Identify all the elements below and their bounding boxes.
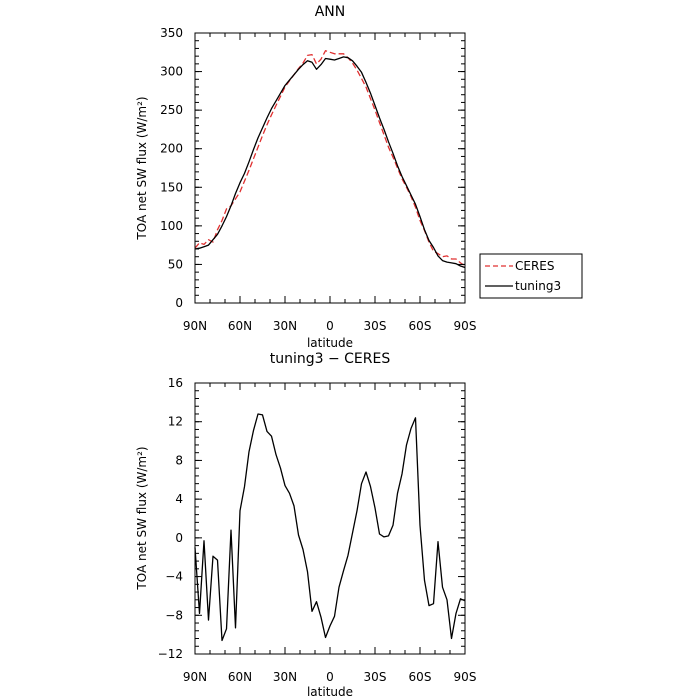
flux-y-tick-label: 300	[160, 65, 183, 79]
flux-y-tick-label: 350	[160, 26, 183, 40]
flux-axes: 90N 60N 30N 0 30S 60S 90S 0 50 100 150 200 250 300 350	[160, 26, 476, 333]
difference-series-line-0	[194, 413, 466, 642]
legend-label-tuning3: tuning3	[515, 279, 561, 293]
difference-y-tick-label: 0	[175, 531, 183, 545]
flux-x-tick-label: 0	[326, 319, 334, 333]
difference-x-tick-label: 0	[326, 670, 334, 684]
difference-x-axis-label: latitude	[307, 685, 353, 699]
difference-y-tick-label: 16	[168, 376, 183, 390]
difference-y-tick-label: 12	[168, 415, 183, 429]
flux-y-tick-label: 50	[168, 257, 183, 271]
difference-chart-title: tuning3 − CERES	[270, 351, 391, 367]
flux-y-tick-label: 150	[160, 180, 183, 194]
flux-plot-frame	[194, 32, 466, 304]
flux-series-lines	[194, 50, 466, 269]
flux-y-tick-label: 0	[175, 296, 183, 310]
difference-x-tick-label: 90N	[183, 670, 207, 684]
difference-y-tick-label: −4	[165, 570, 183, 584]
flux-chart-title: ANN	[315, 4, 346, 20]
legend-box	[479, 253, 583, 299]
flux-x-tick-label: 30S	[364, 319, 387, 333]
difference-y-tick-label: 4	[175, 492, 183, 506]
flux-y-tick-label: 100	[160, 219, 183, 233]
difference-axes: 90N 60N 30N 0 30S 60S 90S −12 −8 −4 0 4 8 12 16	[158, 376, 477, 684]
difference-panel: tuning3 − CERES 90N 60N 30N 0 30S 60S 90S −12 −8…	[135, 351, 476, 699]
flux-x-tick-label: 90N	[183, 319, 207, 333]
difference-x-tick-label: 60N	[228, 670, 252, 684]
legend-label-ceres: CERES	[515, 259, 555, 273]
flux-x-tick-label: 60N	[228, 319, 252, 333]
flux-x-tick-label: 30N	[273, 319, 297, 333]
difference-y-tick-label: −8	[165, 608, 183, 622]
flux-y-axis-label: TOA net SW flux (W/m²)	[135, 96, 149, 240]
flux-y-tick-label: 250	[160, 103, 183, 117]
difference-x-tick-label: 30S	[364, 670, 387, 684]
difference-y-tick-label: 8	[175, 453, 183, 467]
difference-x-tick-label: 60S	[409, 670, 432, 684]
flux-series-tuning3	[194, 56, 466, 269]
difference-x-tick-label: 30N	[273, 670, 297, 684]
flux-x-tick-label: 90S	[454, 319, 477, 333]
difference-series-lines	[194, 413, 466, 642]
legend: CERES tuning3	[479, 253, 583, 299]
flux-x-axis-label: latitude	[307, 336, 353, 350]
flux-x-tick-label: 60S	[409, 319, 432, 333]
difference-x-tick-label: 90S	[454, 670, 477, 684]
flux-y-tick-label: 200	[160, 142, 183, 156]
flux-panel: ANN 90N 60N 30N 0 30S 60S 90S 0 50 100 150 200 250 30…	[135, 4, 583, 350]
flux-series-ceres	[194, 50, 466, 267]
difference-y-axis-label: TOA net SW flux (W/m²)	[135, 446, 149, 590]
difference-y-tick-label: −12	[158, 647, 183, 661]
